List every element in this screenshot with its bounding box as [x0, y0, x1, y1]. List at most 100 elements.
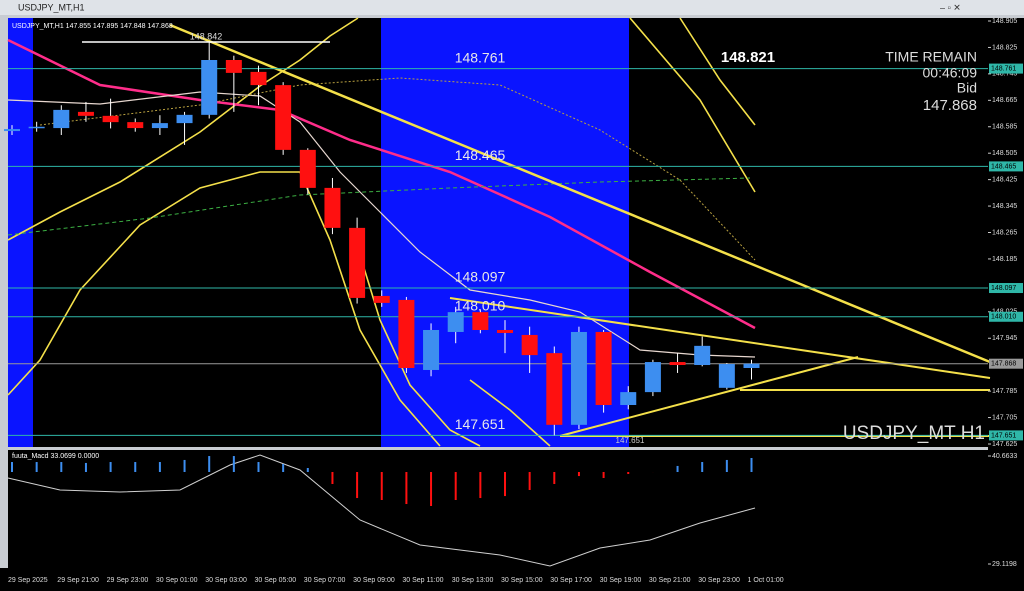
- time-label: 29 Sep 21:00: [57, 577, 99, 584]
- level-chip-label: 148.010: [991, 314, 1016, 321]
- time-label: 30 Sep 07:00: [304, 577, 346, 584]
- candle-body: [299, 149, 316, 188]
- y-tick-label: 148.265: [992, 229, 1017, 236]
- level-chip-label: 148.465: [991, 163, 1016, 170]
- candle-body: [176, 114, 193, 124]
- session-shade: [381, 18, 629, 447]
- y-tick-label: 148.185: [992, 256, 1017, 263]
- indicators: [7, 17, 991, 567]
- y-tick-label: 148.505: [992, 150, 1017, 157]
- level-chip: [989, 311, 1023, 322]
- bid-label: Bid: [957, 80, 977, 96]
- candle-body: [497, 329, 513, 333]
- candle-body: [151, 123, 168, 129]
- chart-header: USDJPY_MT,H1 147.855 147.895 147.848 147…: [12, 23, 173, 30]
- y-tick-label: 147.785: [992, 388, 1017, 395]
- level-chip-label: 147.651: [991, 432, 1016, 439]
- y-tick-label: 148.665: [992, 97, 1017, 104]
- candle-body: [743, 363, 760, 368]
- symbol-label: USDJPY_MT H1: [843, 423, 985, 444]
- candle-body: [546, 353, 563, 425]
- candle-body: [718, 364, 735, 388]
- time-label: 30 Sep 11:00: [402, 577, 443, 584]
- candle-body: [398, 299, 415, 368]
- price-label: 148.821: [721, 49, 775, 66]
- time-label: 30 Sep 05:00: [255, 577, 297, 584]
- candle-body: [53, 109, 70, 129]
- time-remain: 00:46:09: [923, 65, 978, 81]
- time-label: 30 Sep 23:00: [698, 577, 740, 584]
- level-chip-label: 148.097: [991, 285, 1016, 292]
- time-label: 30 Sep 17:00: [550, 577, 592, 584]
- candle-body: [102, 115, 119, 123]
- level-chip: [989, 430, 1023, 441]
- candle-body: [324, 187, 341, 228]
- time-label: 30 Sep 13:00: [452, 577, 494, 584]
- candle-body: [373, 295, 390, 303]
- time-label: 29 Sep 23:00: [107, 577, 149, 584]
- candle-body: [250, 71, 267, 86]
- time-label: 30 Sep 03:00: [205, 577, 247, 584]
- trendline: [559, 356, 859, 437]
- time-remain-label: TIME REMAIN: [885, 49, 977, 65]
- candle-body: [620, 392, 637, 406]
- title-bar: [0, 0, 1024, 15]
- macd-tick-label: 40.6633: [992, 453, 1017, 460]
- level-text: 148.097: [455, 269, 506, 285]
- y-tick-label: 148.345: [992, 203, 1017, 210]
- window-title: USDJPY_MT,H1: [18, 2, 85, 12]
- band-upper-2: [679, 17, 756, 126]
- time-label: 30 Sep 15:00: [501, 577, 543, 584]
- candle-body: [447, 312, 464, 332]
- time-label: 29 Sep 2025: [8, 577, 48, 584]
- level-text: 148.761: [455, 49, 506, 65]
- candle-body: [4, 129, 20, 132]
- y-tick-label: 148.745: [992, 71, 1017, 78]
- level-chip: [989, 358, 1023, 369]
- candle-body: [521, 334, 538, 356]
- macd-tick-label: 29.1198: [992, 561, 1017, 568]
- time-label: 30 Sep 09:00: [353, 577, 395, 584]
- time-label: 30 Sep 21:00: [649, 577, 691, 584]
- time-label: 30 Sep 01:00: [156, 577, 198, 584]
- band-upper: [7, 17, 359, 241]
- candle-body: [349, 227, 366, 298]
- window-buttons[interactable]: – ▫ ✕: [940, 2, 961, 12]
- level-chip-label: 147.868: [991, 361, 1016, 368]
- chart: 148.905 148.825 148.745 148.665 148.585 148.5…: [4, 18, 1023, 584]
- y-tick-label: 147.625: [992, 441, 1017, 448]
- candle-body: [694, 345, 711, 366]
- time-axis: [0, 568, 1024, 591]
- macd-title: fuuta_Macd 33.0699 0.0000: [12, 453, 99, 460]
- time-label: 1 Oct 01:00: [748, 577, 784, 584]
- band-lower-3: [469, 379, 551, 447]
- bid: 147.868: [923, 97, 977, 114]
- trendline: [169, 23, 991, 364]
- y-tick-label: 148.905: [992, 18, 1017, 25]
- y-tick-label: 148.825: [992, 44, 1017, 51]
- level-text: 148.465: [455, 147, 506, 163]
- y-tick-label: 147.945: [992, 335, 1017, 342]
- y-tick-label: 147.705: [992, 414, 1017, 421]
- high-label: 148.842: [190, 31, 223, 41]
- time-label: 30 Sep 19:00: [600, 577, 642, 584]
- candle-body: [77, 111, 94, 116]
- candle-body: [472, 312, 489, 330]
- trendline: [449, 297, 991, 379]
- macd-panel: [8, 450, 988, 568]
- candle-body: [201, 59, 218, 115]
- candle-body: [570, 331, 587, 425]
- low-label: 147.651: [616, 436, 645, 445]
- ma-dotted: [39, 77, 756, 261]
- candle-body: [225, 59, 242, 73]
- macd-signal: [7, 454, 756, 567]
- candle-body: [644, 362, 661, 393]
- ma-dashed: [7, 177, 751, 236]
- band-upper-3: [629, 17, 756, 193]
- candle-body: [423, 329, 440, 370]
- y-tick-label: 148.585: [992, 124, 1017, 131]
- candle-body: [669, 362, 686, 366]
- level-chip: [989, 161, 1023, 172]
- level-chip-label: 148.761: [991, 65, 1016, 72]
